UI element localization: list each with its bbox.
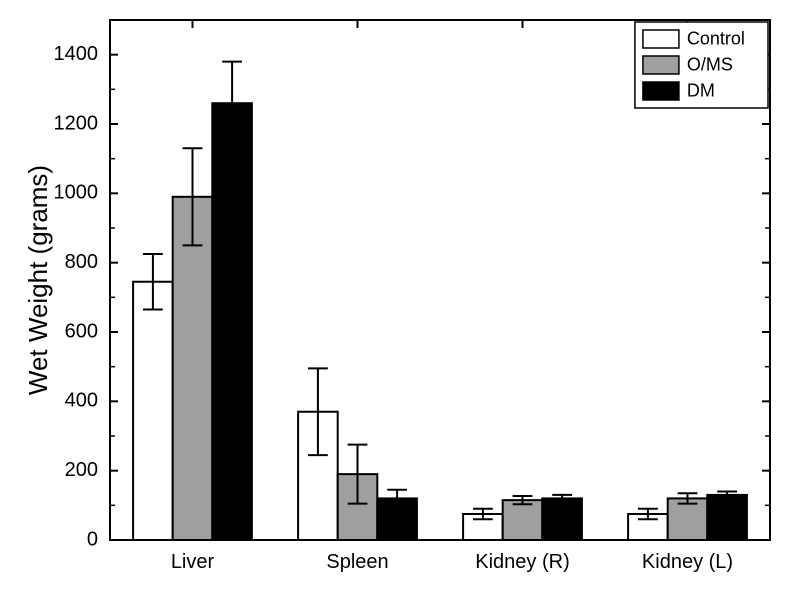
- y-tick-label: 1200: [54, 112, 99, 134]
- legend-swatch: [643, 56, 679, 74]
- x-category-label: Spleen: [326, 551, 388, 573]
- y-axis-label: Wet Weight (grams): [23, 165, 53, 395]
- bar: [212, 103, 252, 540]
- bar: [173, 197, 213, 540]
- chart-svg: 0 200 400 600 800 1000 1200 1400 Wet Weight (gra…: [0, 0, 800, 603]
- y-tick-label: 1000: [54, 182, 99, 204]
- legend-label: DM: [687, 80, 715, 100]
- bar: [707, 495, 747, 540]
- organ-weight-bar-chart: 0 200 400 600 800 1000 1200 1400 Wet Weight (gra…: [0, 0, 800, 603]
- y-tick-label: 600: [65, 320, 98, 342]
- legend-label: Control: [687, 28, 745, 48]
- legend-label: O/MS: [687, 54, 733, 74]
- legend: Control O/MS DM: [635, 22, 768, 108]
- legend-swatch: [643, 30, 679, 48]
- x-category-label: Liver: [171, 551, 215, 573]
- y-tick-label: 400: [65, 390, 98, 412]
- bar: [668, 498, 708, 540]
- legend-swatch: [643, 82, 679, 100]
- x-category-label: Kidney (L): [642, 551, 733, 573]
- bar: [133, 282, 173, 540]
- y-tick-label: 200: [65, 459, 98, 481]
- bar: [503, 500, 543, 540]
- y-tick-label: 800: [65, 251, 98, 273]
- x-category-label: Kidney (R): [475, 551, 569, 573]
- y-tick-label: 1400: [54, 43, 99, 65]
- bar: [542, 498, 582, 540]
- y-tick-label: 0: [87, 528, 98, 550]
